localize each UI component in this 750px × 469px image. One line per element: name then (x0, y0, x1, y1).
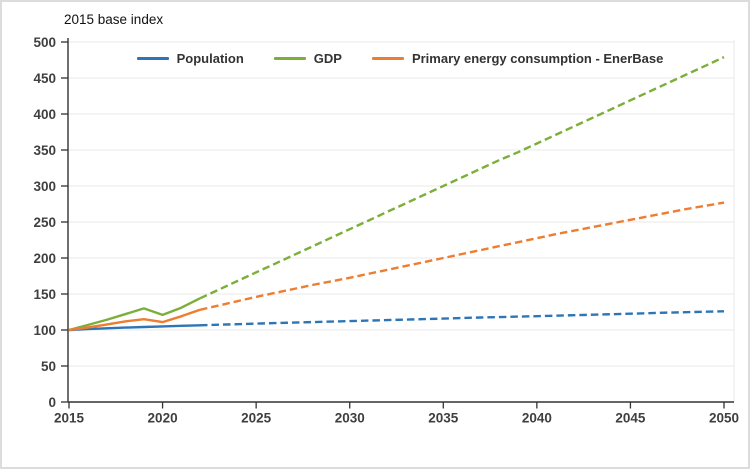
x-tick-label-2025: 2025 (241, 411, 272, 426)
x-tick-label-2050: 2050 (709, 411, 739, 426)
legend-line-swatch (273, 56, 306, 60)
series-dashed-population (199, 310, 725, 327)
y-tick-label-250: 250 (33, 215, 56, 230)
y-tick-label-200: 200 (33, 251, 56, 266)
legend-item: Primary energy consumption - EnerBase (371, 50, 664, 66)
y-tick-label-50: 50 (41, 359, 56, 374)
legend-label: Population (176, 50, 244, 66)
legend-item: Population (136, 50, 244, 66)
x-tick-label-2045: 2045 (615, 411, 646, 426)
series-solid-gdp (68, 297, 201, 332)
x-tick-label-2035: 2035 (428, 411, 459, 426)
y-tick-label-0: 0 (48, 395, 56, 410)
y-tick-label-450: 450 (33, 71, 56, 86)
x-tick-label-2040: 2040 (522, 411, 552, 426)
x-tick-label-2020: 2020 (148, 411, 178, 426)
x-tick-label-2015: 2015 (54, 411, 85, 426)
y-tick-label-400: 400 (33, 107, 56, 122)
chart-title: 2015 base index (64, 12, 164, 27)
y-tick-label-100: 100 (33, 323, 56, 338)
series-solid-primary (68, 308, 201, 332)
y-tick-label-350: 350 (33, 143, 56, 158)
y-tick-label-500: 500 (33, 35, 56, 50)
y-tick-label-150: 150 (33, 287, 56, 302)
legend-line-swatch (371, 56, 404, 60)
series-dashed-primary (199, 201, 725, 311)
y-tick-label-300: 300 (33, 179, 56, 194)
x-tick-label-2030: 2030 (335, 411, 365, 426)
legend-label: Primary energy consumption - EnerBase (411, 50, 664, 66)
legend-item: GDP (273, 50, 342, 66)
chart-legend: Population GDP Primary energy consumption … (66, 49, 734, 67)
legend-line-swatch (136, 56, 169, 60)
series-solid-population (68, 324, 201, 332)
series-dashed-gdp (199, 56, 725, 300)
legend-label: GDP (313, 50, 342, 66)
